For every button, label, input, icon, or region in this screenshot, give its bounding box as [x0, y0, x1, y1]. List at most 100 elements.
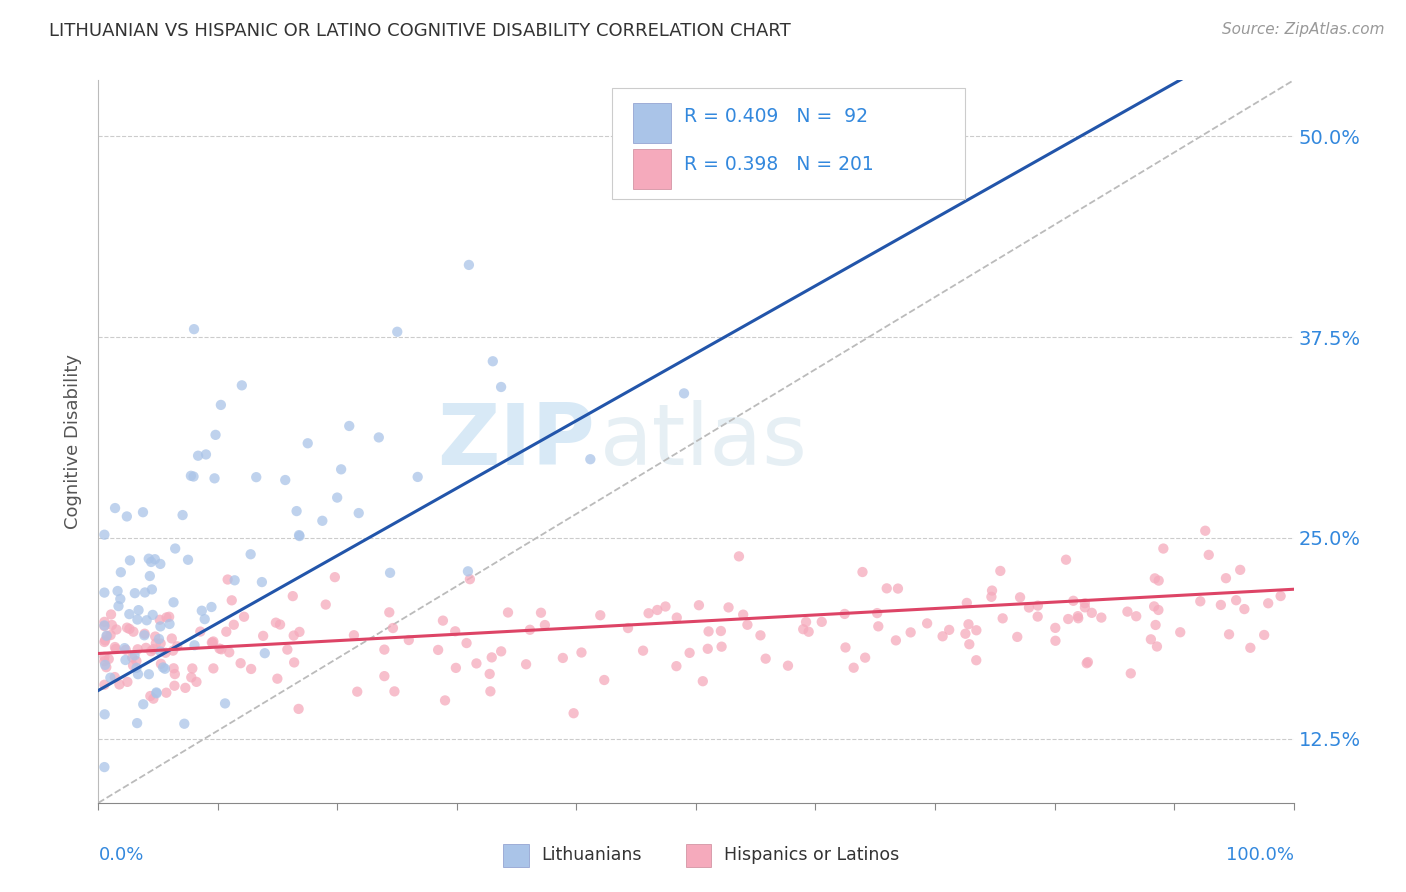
Point [134, 628, 156, 642]
Point [1026, 609, 1049, 624]
Text: 0.0%: 0.0% [98, 847, 143, 864]
Point [143, 552, 166, 566]
Point [378, 566, 401, 580]
Point [283, 656, 305, 670]
Point [297, 436, 319, 450]
Point [139, 569, 162, 583]
Point [692, 674, 714, 689]
Point [915, 616, 938, 631]
Point [710, 640, 733, 654]
Point [93, 618, 115, 632]
Point [868, 619, 890, 633]
Point [117, 674, 139, 689]
Point [776, 658, 799, 673]
Point [1270, 589, 1292, 603]
Point [530, 606, 553, 620]
Point [276, 642, 298, 657]
Point [842, 661, 865, 675]
Point [593, 673, 616, 687]
Point [114, 641, 136, 656]
Point [589, 608, 612, 623]
Point [1146, 640, 1168, 654]
Point [215, 624, 238, 639]
Point [114, 642, 136, 657]
Point [1057, 612, 1080, 626]
Point [127, 642, 149, 657]
Point [183, 322, 205, 336]
Bar [633, 149, 671, 189]
Point [478, 667, 501, 681]
Point [696, 641, 718, 656]
Point [160, 632, 183, 646]
Point [571, 646, 593, 660]
Point [142, 691, 165, 706]
Point [174, 681, 197, 695]
Point [1062, 594, 1084, 608]
Point [728, 549, 751, 564]
Point [149, 557, 172, 571]
Point [93, 619, 115, 633]
Point [957, 637, 980, 651]
Point [149, 644, 172, 658]
Point [157, 609, 180, 624]
Point [1218, 627, 1240, 641]
Point [155, 686, 177, 700]
Point [697, 624, 720, 639]
Point [866, 606, 889, 620]
Point [125, 661, 148, 675]
Point [1147, 603, 1170, 617]
Point [162, 661, 184, 675]
Point [149, 619, 172, 633]
Point [853, 650, 876, 665]
Point [93, 707, 115, 722]
Point [1010, 591, 1032, 605]
Point [100, 628, 122, 642]
Point [381, 621, 404, 635]
Point [900, 625, 922, 640]
Point [122, 658, 145, 673]
Point [665, 610, 688, 624]
Point [155, 610, 177, 624]
Point [118, 622, 141, 636]
Point [93, 635, 115, 649]
Point [794, 615, 817, 629]
Point [239, 547, 262, 561]
Point [93, 527, 115, 541]
Point [288, 528, 311, 542]
Point [145, 686, 167, 700]
Point [534, 618, 557, 632]
Point [1168, 625, 1191, 640]
Point [288, 529, 311, 543]
Point [96, 629, 118, 643]
Point [204, 428, 226, 442]
Point [283, 629, 305, 643]
Point [115, 621, 138, 635]
Point [755, 651, 778, 665]
Point [323, 570, 346, 584]
Point [93, 760, 115, 774]
Point [287, 702, 309, 716]
Point [155, 646, 177, 660]
Point [165, 541, 187, 556]
Point [1143, 599, 1166, 614]
Text: Hispanics or Latinos: Hispanics or Latinos [724, 846, 900, 863]
Point [172, 508, 194, 522]
Point [159, 617, 181, 632]
Point [749, 628, 772, 642]
Text: 100.0%: 100.0% [1226, 847, 1294, 864]
Point [797, 624, 820, 639]
Point [965, 653, 987, 667]
Point [110, 592, 132, 607]
Point [142, 642, 165, 657]
Point [387, 325, 409, 339]
Point [1067, 611, 1090, 625]
Point [93, 615, 115, 629]
Point [240, 662, 263, 676]
Point [373, 642, 395, 657]
Point [367, 430, 389, 444]
Point [1074, 600, 1097, 615]
Point [326, 491, 349, 505]
Point [148, 632, 170, 646]
Point [678, 646, 700, 660]
Point [104, 501, 127, 516]
